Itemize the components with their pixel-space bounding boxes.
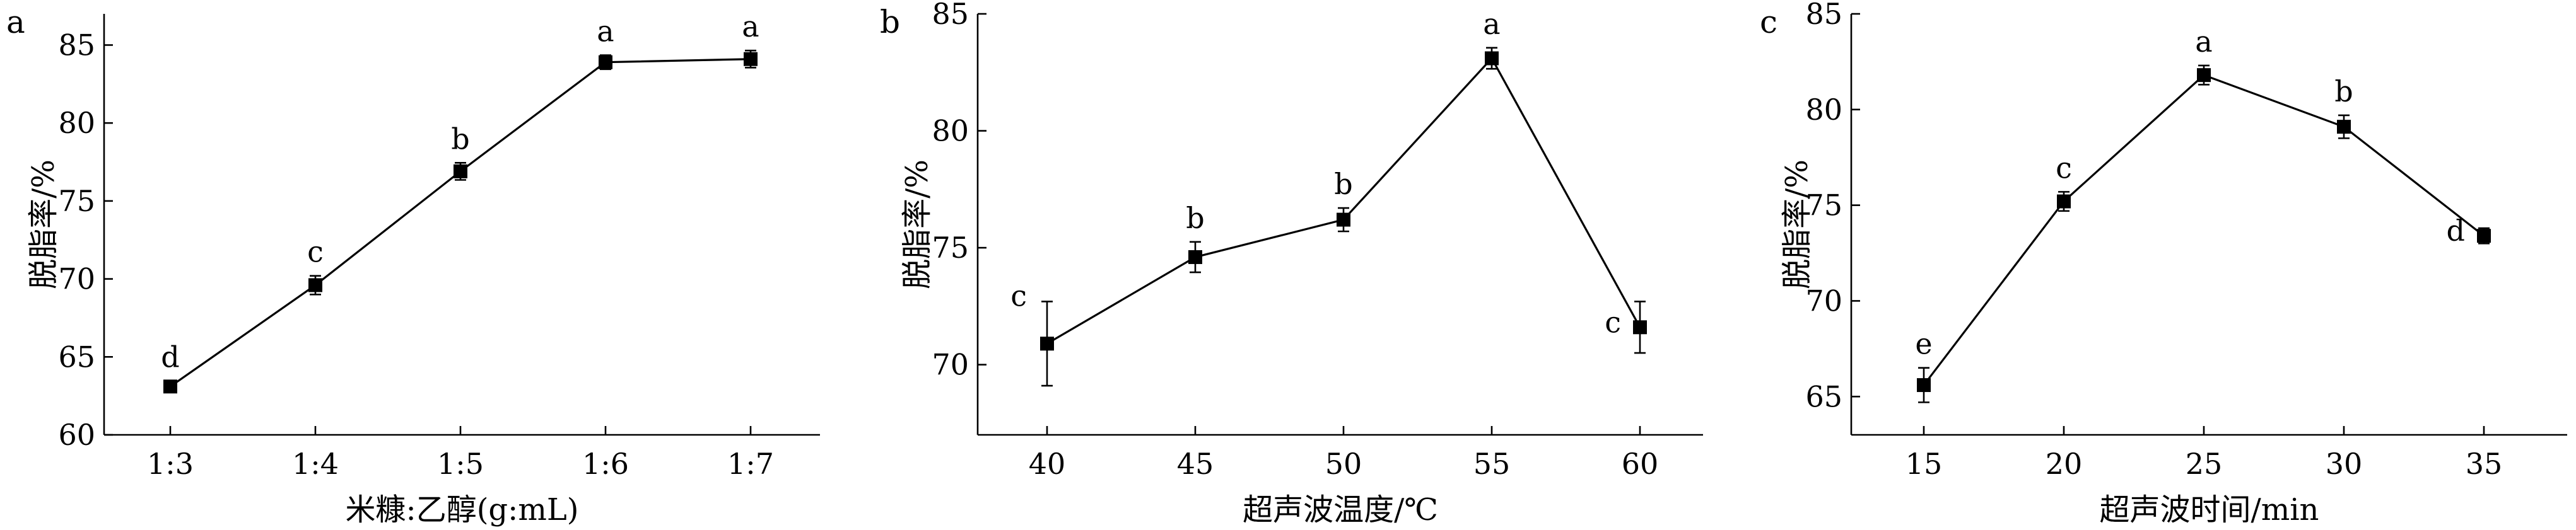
x-axis-title: 米糠:乙醇(g:mL) bbox=[346, 492, 579, 527]
data-point-marker bbox=[1337, 212, 1350, 227]
panel-letter: c bbox=[1760, 4, 1777, 40]
y-tick-label: 75 bbox=[58, 184, 95, 218]
significance-label: b bbox=[2334, 74, 2353, 108]
x-tick-label: 1:3 bbox=[147, 447, 194, 481]
y-tick-label: 75 bbox=[1805, 188, 1842, 222]
data-point-marker bbox=[2197, 68, 2211, 83]
significance-label: b bbox=[1186, 201, 1204, 235]
panel-letter: b bbox=[880, 4, 900, 40]
data-point-marker bbox=[1188, 250, 1202, 264]
series-line bbox=[1923, 74, 2485, 386]
x-tick-label: 40 bbox=[1029, 447, 1066, 481]
significance-label: a bbox=[742, 9, 759, 43]
data-point-marker bbox=[454, 164, 467, 178]
data-point-marker bbox=[1040, 337, 1054, 351]
panel-b: 70 75 80 85 40 45 50 55 60 超声波温度/℃ 脱脂率/% b c b b a c bbox=[880, 0, 1703, 527]
x-tick-label: 20 bbox=[2046, 447, 2083, 481]
panel-a: 60 65 70 75 80 85 1:3 1:4 1:5 1:6 1:7 米糠:乙醇(g:mL) 脱脂… bbox=[6, 4, 820, 527]
x-axis-title: 超声波时间/min bbox=[2100, 492, 2319, 527]
panel-c: 65 70 75 80 85 15 20 25 30 35 超声波时间/min 脱脂率/% c e c a b d bbox=[1760, 0, 2567, 527]
x-tick-label: 35 bbox=[2466, 447, 2503, 481]
y-tick-label: 60 bbox=[58, 418, 95, 452]
significance-label: b bbox=[1334, 167, 1352, 201]
x-tick-label: 45 bbox=[1177, 447, 1214, 481]
y-tick-label: 85 bbox=[58, 28, 95, 62]
significance-label: d bbox=[161, 340, 179, 374]
panel-letter: a bbox=[6, 4, 25, 40]
data-point-marker bbox=[1917, 378, 1931, 393]
x-tick-label: 50 bbox=[1325, 447, 1362, 481]
x-tick-label: 1:6 bbox=[582, 447, 629, 481]
data-point-marker bbox=[2477, 229, 2491, 243]
significance-label: d bbox=[2447, 214, 2465, 248]
significance-label: c bbox=[1605, 305, 1621, 339]
y-tick-label: 85 bbox=[932, 0, 969, 31]
y-tick-label: 80 bbox=[1805, 93, 1842, 127]
y-axis-title: 脱脂率/% bbox=[26, 159, 61, 289]
y-tick-label: 85 bbox=[1805, 0, 1842, 31]
significance-label: e bbox=[1915, 327, 1932, 361]
y-tick-label: 65 bbox=[1805, 379, 1842, 413]
data-point-marker bbox=[2337, 120, 2351, 134]
significance-label: a bbox=[2195, 25, 2212, 59]
y-tick-label: 70 bbox=[58, 262, 95, 296]
data-point-marker bbox=[1485, 51, 1499, 66]
significance-label: b bbox=[451, 122, 469, 156]
significance-label: c bbox=[307, 235, 324, 269]
y-axis-title: 脱脂率/% bbox=[1779, 159, 1815, 289]
x-tick-label: 30 bbox=[2326, 447, 2363, 481]
y-tick-label: 80 bbox=[932, 114, 969, 148]
y-tick-label: 70 bbox=[932, 348, 969, 382]
significance-label: c bbox=[1010, 279, 1027, 313]
x-tick-label: 1:5 bbox=[437, 447, 484, 481]
y-tick-label: 65 bbox=[58, 340, 95, 374]
x-tick-label: 60 bbox=[1622, 447, 1659, 481]
x-tick-label: 1:7 bbox=[727, 447, 774, 481]
y-tick-label: 80 bbox=[58, 106, 95, 140]
x-tick-label: 1:4 bbox=[292, 447, 339, 481]
data-point-marker bbox=[308, 278, 322, 292]
data-point-marker bbox=[599, 55, 612, 69]
y-tick-label: 75 bbox=[932, 231, 969, 265]
significance-label: a bbox=[1483, 7, 1500, 41]
series-line bbox=[170, 58, 751, 388]
data-point-marker bbox=[163, 379, 177, 394]
y-axis-title: 脱脂率/% bbox=[899, 159, 935, 289]
x-tick-label: 15 bbox=[1906, 447, 1943, 481]
significance-label: c bbox=[2056, 151, 2072, 185]
data-point-marker bbox=[2057, 194, 2071, 209]
data-point-marker bbox=[1633, 320, 1647, 335]
data-point-marker bbox=[744, 52, 758, 66]
x-tick-label: 55 bbox=[1473, 447, 1511, 481]
x-axis-title: 超声波温度/℃ bbox=[1243, 492, 1438, 527]
x-tick-label: 25 bbox=[2186, 447, 2223, 481]
significance-label: a bbox=[597, 14, 614, 49]
y-tick-label: 70 bbox=[1805, 284, 1842, 318]
